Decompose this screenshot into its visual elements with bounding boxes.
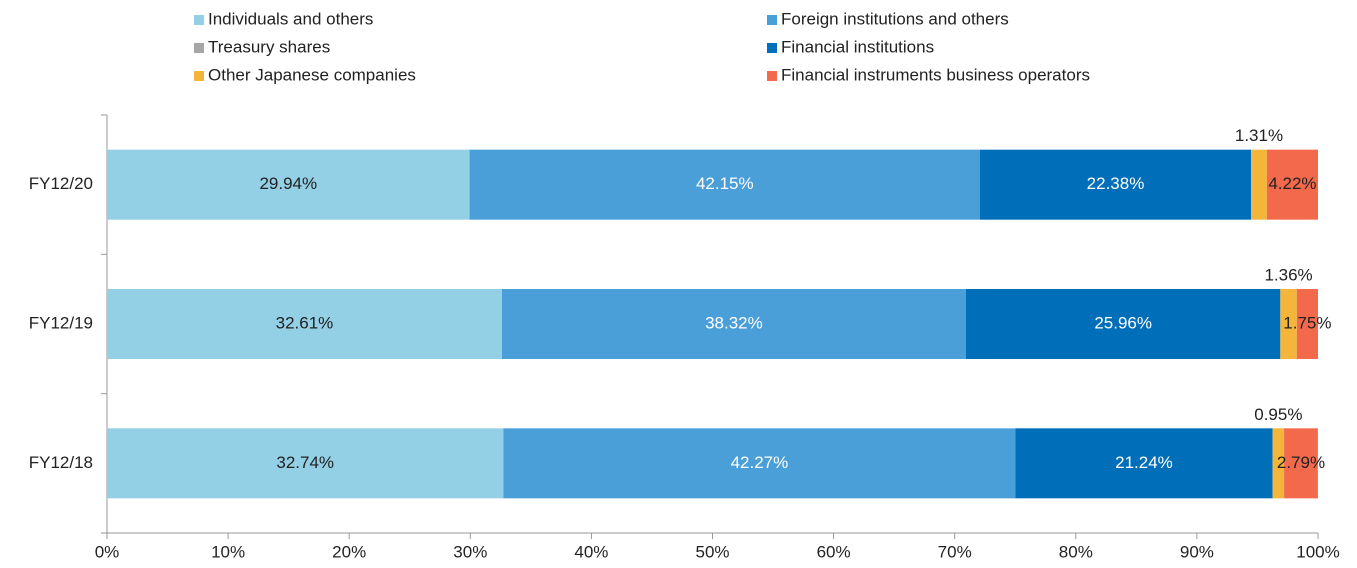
legend-swatch	[194, 15, 204, 25]
legend-label: Foreign institutions and others	[781, 9, 1009, 28]
bar-segment	[1251, 149, 1267, 220]
bar-segment	[1296, 289, 1318, 359]
data-label: 25.96%	[1094, 313, 1152, 332]
x-tick-label: 60%	[817, 542, 851, 561]
x-tick-label: 90%	[1180, 542, 1214, 561]
bar-segment	[1272, 428, 1285, 499]
bar-segment	[107, 289, 502, 359]
bar-segment	[501, 289, 966, 359]
legend-label: Treasury shares	[208, 37, 330, 56]
data-label: 2.79%	[1277, 453, 1325, 472]
data-label: 1.75%	[1283, 313, 1331, 332]
bar-segment	[1280, 289, 1297, 359]
legend-swatch	[767, 15, 777, 25]
data-label: 21.24%	[1115, 453, 1173, 472]
x-tick-label: 80%	[1059, 542, 1093, 561]
y-tick-label: FY12/19	[29, 313, 93, 332]
data-label: 32.74%	[276, 453, 334, 472]
legend-label: Other Japanese companies	[208, 65, 416, 84]
bar-segment	[1015, 428, 1273, 499]
data-label: 22.38%	[1087, 174, 1145, 193]
bar-segment	[1284, 428, 1318, 499]
legend-swatch	[194, 71, 204, 81]
legend-label: Individuals and others	[208, 9, 373, 28]
x-tick-label: 50%	[695, 542, 729, 561]
data-label: 1.31%	[1235, 126, 1283, 145]
x-tick-label: 0%	[95, 542, 120, 561]
x-tick-label: 100%	[1296, 542, 1339, 561]
x-tick-label: 20%	[332, 542, 366, 561]
data-label: 0.95%	[1254, 405, 1302, 424]
bar-segment	[1266, 149, 1318, 220]
x-tick-label: 10%	[211, 542, 245, 561]
bar-segment	[107, 149, 470, 220]
legend-label: Financial institutions	[781, 37, 934, 56]
y-tick-label: FY12/18	[29, 453, 93, 472]
legend-swatch	[767, 43, 777, 53]
bar-segment	[503, 428, 1016, 499]
bar-segment	[469, 149, 981, 220]
data-label: 38.32%	[705, 313, 763, 332]
x-tick-label: 70%	[938, 542, 972, 561]
data-label: 4.22%	[1268, 174, 1316, 193]
data-label: 42.27%	[731, 453, 789, 472]
data-label: 29.94%	[259, 174, 317, 193]
y-tick-label: FY12/20	[29, 174, 93, 193]
x-tick-label: 40%	[574, 542, 608, 561]
x-tick-label: 30%	[453, 542, 487, 561]
legend-swatch	[767, 71, 777, 81]
legend-label: Financial instruments business operators	[781, 65, 1090, 84]
bar-segment	[107, 428, 504, 499]
legend-swatch	[194, 43, 204, 53]
data-label: 42.15%	[696, 174, 754, 193]
bar-segment	[965, 289, 1281, 359]
data-label: 32.61%	[276, 313, 334, 332]
data-label: 1.36%	[1264, 265, 1312, 284]
bar-segment	[980, 149, 1252, 220]
